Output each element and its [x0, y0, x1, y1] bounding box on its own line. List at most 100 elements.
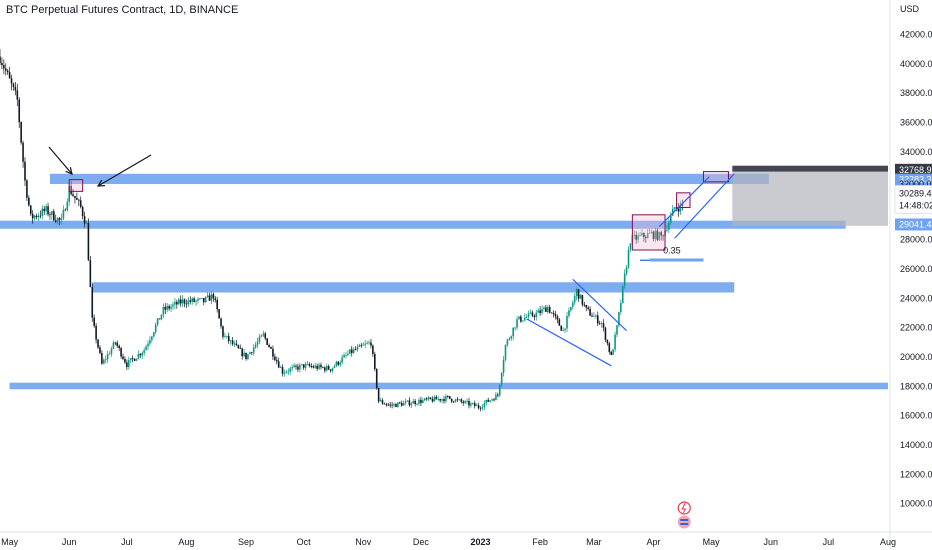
candle-body: [29, 205, 32, 214]
candle: [131, 355, 134, 363]
candle: [514, 327, 516, 331]
candle: [291, 364, 293, 372]
candle: [129, 358, 132, 364]
candle: [126, 359, 128, 371]
candle-body: [239, 348, 242, 350]
candle-body: [245, 352, 247, 359]
candle: [85, 220, 88, 224]
candle: [214, 295, 217, 303]
candle-body: [600, 323, 603, 324]
candle: [47, 202, 49, 217]
candle: [583, 301, 586, 307]
candle: [420, 396, 422, 407]
candle-body: [312, 366, 315, 368]
candle-body: [666, 229, 668, 231]
candle: [620, 299, 622, 316]
candle: [179, 295, 182, 307]
candle: [199, 297, 201, 301]
candle-body: [135, 358, 138, 361]
candle: [158, 318, 161, 320]
candle-body: [91, 287, 94, 318]
candle: [596, 311, 599, 327]
candle: [197, 297, 199, 304]
arrow-right-head: [96, 179, 106, 187]
candle: [487, 397, 490, 403]
price-label-zone-bottom: 32000.0: [899, 179, 932, 189]
candle: [402, 400, 405, 406]
candle: [254, 341, 257, 350]
candle-body: [360, 344, 363, 346]
candle: [377, 387, 380, 404]
candle: [470, 401, 472, 408]
candle-body: [546, 307, 549, 313]
candle: [151, 335, 153, 343]
candle: [568, 307, 570, 319]
candle: [204, 296, 207, 304]
candle: [162, 303, 165, 319]
arrow-left-head: [65, 167, 73, 176]
candle-body: [270, 347, 272, 349]
candle: [285, 370, 288, 374]
candle-body: [487, 399, 490, 402]
candle: [543, 305, 545, 312]
candle-body: [208, 295, 211, 301]
candle-body: [170, 306, 172, 309]
candle-body: [374, 353, 376, 369]
candle: [618, 311, 620, 328]
candle-body: [464, 401, 466, 403]
candle: [677, 202, 680, 217]
candle: [300, 364, 303, 366]
candle: [224, 332, 226, 338]
candle-body: [212, 294, 215, 299]
candle-body: [104, 359, 107, 361]
candle-body: [620, 303, 622, 313]
candle-body: [398, 402, 401, 404]
candle-body: [33, 215, 36, 219]
candle: [327, 364, 330, 370]
candle-body: [70, 185, 72, 195]
candle-body: [133, 358, 136, 361]
y-tick-label: 28000.0: [900, 235, 932, 245]
support-zone-2: [92, 282, 735, 293]
candle: [274, 353, 276, 362]
candle-body: [299, 364, 301, 370]
candle-body: [112, 342, 115, 349]
candle: [252, 344, 255, 356]
candle-body: [41, 208, 44, 216]
candle-body: [660, 232, 662, 236]
candle-body: [235, 343, 238, 346]
target-range-box: [732, 170, 888, 226]
channel-lower: [674, 173, 735, 239]
candle-body: [662, 235, 664, 237]
candle-body: [66, 201, 69, 211]
candle: [379, 397, 382, 402]
candle-body: [648, 232, 651, 234]
candle-body: [154, 324, 157, 333]
candle: [562, 327, 564, 332]
candle-body: [318, 364, 320, 369]
candle-body: [627, 249, 630, 268]
candle-body: [485, 399, 488, 404]
candle-body: [512, 327, 514, 337]
candle-body: [389, 404, 391, 406]
candle-body: [127, 360, 130, 368]
candle: [493, 398, 495, 402]
candle-body: [383, 403, 386, 405]
candle-body: [621, 285, 624, 304]
candle-body: [185, 303, 188, 305]
candle-body: [329, 369, 332, 371]
candle-body: [233, 343, 236, 345]
candle-body: [274, 356, 276, 360]
candle: [520, 314, 522, 323]
candle: [648, 228, 651, 234]
candle-body: [564, 328, 566, 331]
candle-body: [314, 365, 317, 368]
candle: [593, 312, 595, 318]
candle-body: [195, 300, 197, 302]
candle-body: [429, 397, 432, 400]
candle: [102, 358, 105, 365]
candle: [604, 326, 607, 342]
candle-body: [498, 384, 501, 396]
candle: [168, 304, 170, 311]
